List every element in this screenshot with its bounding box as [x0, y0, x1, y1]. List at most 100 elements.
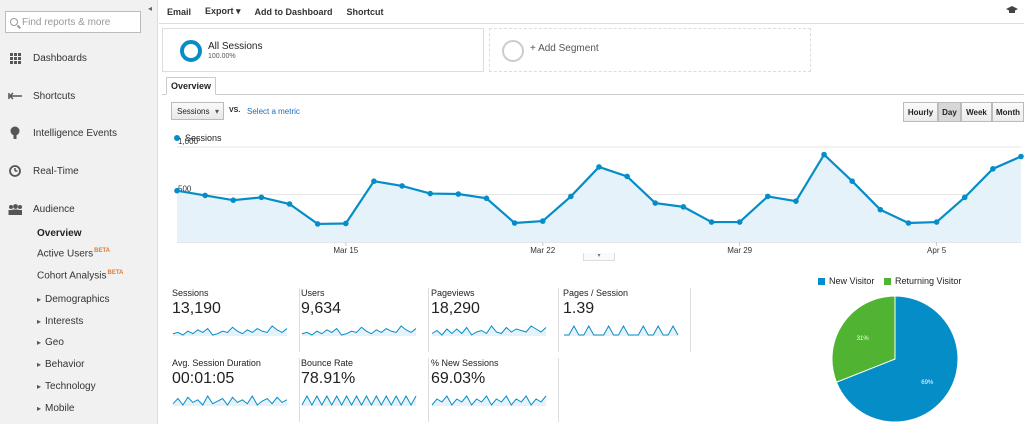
sessions-area — [177, 154, 1021, 242]
sparkline — [172, 395, 288, 406]
sidebar-item-label: Audience — [33, 203, 75, 215]
metric-card-label: Sessions — [172, 288, 209, 298]
pie-legend-label: Returning Visitor — [895, 276, 962, 286]
sparkline-line — [301, 325, 417, 336]
select-metric-link[interactable]: Select a metric — [247, 107, 300, 116]
sessions-point — [596, 164, 602, 170]
metric-card-value: 00:01:05 — [172, 370, 235, 387]
sessions-point — [568, 193, 574, 200]
graduation-cap-icon[interactable] — [1006, 6, 1018, 14]
metric-card-value: 1.39 — [563, 300, 595, 317]
sidebar-sub-cohort-analysis[interactable]: Cohort AnalysisBETA — [37, 270, 123, 281]
beta-badge: BETA — [94, 248, 111, 254]
sessions-point — [539, 218, 546, 224]
tab-divider — [162, 94, 1024, 95]
sessions-point — [427, 190, 434, 197]
metric-dropdown[interactable]: Sessions — [171, 102, 224, 120]
sessions-point — [652, 200, 659, 206]
segment-all-sessions[interactable]: All Sessions 100.00% — [162, 28, 484, 72]
sidebar-item-real-time[interactable]: Real-Time — [0, 161, 157, 181]
segment-percent: 100.00% — [208, 53, 236, 60]
metric-card-label: % New Sessions — [431, 358, 499, 368]
sessions-point — [258, 194, 265, 201]
metric-card[interactable]: Users 9,634 — [301, 288, 429, 352]
metric-card[interactable]: Sessions 13,190 — [172, 288, 300, 352]
metric-card-label: Avg. Session Duration — [172, 358, 261, 368]
legend-swatch-new — [818, 277, 825, 285]
tab-overview[interactable]: Overview — [166, 77, 216, 95]
sparkline-line — [431, 395, 547, 406]
segment-title: All Sessions — [208, 41, 263, 52]
sidebar-item-label: Real-Time — [33, 165, 79, 177]
sessions-point — [821, 151, 827, 158]
period-hourly-button[interactable]: Hourly — [903, 102, 938, 122]
sidebar-item-shortcuts[interactable]: Shortcuts — [0, 86, 157, 106]
sparkline — [301, 325, 417, 336]
pie-legend-new: New Visitor — [818, 276, 874, 286]
clock-icon — [8, 164, 22, 178]
sidebar-sub-active-users[interactable]: Active UsersBETA — [37, 248, 110, 259]
period-week-button[interactable]: Week — [961, 102, 992, 122]
x-tick-label: Mar 29 — [727, 246, 752, 255]
add-to-dashboard-button[interactable]: Add to Dashboard — [254, 6, 333, 17]
sidebar-item-audience[interactable]: Audience — [0, 199, 157, 219]
sessions-point — [343, 220, 349, 227]
sparkline — [301, 394, 417, 406]
people-icon — [8, 202, 22, 216]
period-month-button[interactable]: Month — [992, 102, 1024, 122]
sparkline-area — [432, 326, 546, 336]
x-tick-label: Mar 22 — [530, 246, 555, 255]
sidebar-sub-behavior[interactable]: Behavior — [37, 359, 84, 370]
sparkline-line — [564, 324, 679, 336]
sessions-point — [455, 191, 462, 197]
sessions-point — [483, 195, 490, 202]
collapse-sidebar-icon[interactable]: ◂ — [148, 4, 153, 13]
metric-selected: Sessions — [177, 106, 210, 116]
sidebar-item-label: Dashboards — [33, 52, 87, 64]
metric-card-value: 18,290 — [431, 300, 480, 317]
add-segment-button[interactable]: + Add Segment — [489, 28, 811, 72]
metric-card[interactable]: Bounce Rate 78.91% — [301, 358, 429, 422]
sparkline — [564, 324, 679, 336]
export-button[interactable]: Export ▾ — [205, 6, 241, 16]
sidebar-sub-mobile[interactable]: Mobile — [37, 403, 74, 414]
x-tick-label: Mar 15 — [333, 246, 358, 255]
metric-card[interactable]: Pages / Session 1.39 — [563, 288, 691, 352]
period-day-button[interactable]: Day — [938, 102, 961, 122]
sidebar-sub-demographics[interactable]: Demographics — [37, 294, 109, 305]
metric-card-value: 9,634 — [301, 300, 342, 317]
vs-label: VS. — [229, 107, 241, 114]
sidebar-sub-overview[interactable]: Overview — [37, 228, 82, 239]
sparkline-line — [172, 325, 288, 336]
arrow-icon — [8, 89, 22, 103]
add-segment-label: + Add Segment — [530, 43, 599, 54]
sessions-point — [793, 198, 799, 204]
metric-card[interactable]: Avg. Session Duration 00:01:05 — [172, 358, 300, 422]
chart-expand-handle[interactable]: ▾ — [583, 253, 615, 261]
sparkline — [431, 325, 547, 336]
x-tick-label: Apr 5 — [927, 246, 947, 255]
metric-card[interactable]: Pageviews 18,290 — [431, 288, 559, 352]
sidebar-item-dashboards[interactable]: Dashboards — [0, 48, 157, 68]
sessions-point — [1018, 153, 1024, 160]
sidebar-item-intelligence-events[interactable]: Intelligence Events — [0, 123, 157, 143]
sidebar-sub-geo[interactable]: Geo — [37, 337, 64, 348]
shortcut-button[interactable]: Shortcut — [346, 6, 384, 17]
sessions-line — [176, 152, 1022, 226]
toolbar: Email Export ▾ Add to Dashboard Shortcut — [159, 0, 1024, 24]
sidebar-sub-interests[interactable]: Interests — [37, 316, 83, 327]
metric-card-value: 69.03% — [431, 370, 486, 387]
y-tick-label: 500 — [178, 185, 192, 194]
sessions-point — [990, 166, 996, 172]
sessions-point — [849, 178, 855, 184]
email-button[interactable]: Email — [167, 6, 192, 17]
sub-label: Active Users — [37, 248, 94, 260]
sidebar-sub-technology[interactable]: Technology — [37, 381, 96, 392]
empty-ring-icon — [502, 40, 524, 62]
sessions-point — [765, 193, 771, 200]
sessions-point — [877, 206, 884, 213]
metric-card[interactable]: % New Sessions 69.03% — [431, 358, 559, 422]
search-input[interactable]: Find reports & more — [5, 11, 141, 33]
pie-legend-label: New Visitor — [829, 276, 875, 286]
sub-label: Cohort Analysis — [37, 270, 107, 282]
